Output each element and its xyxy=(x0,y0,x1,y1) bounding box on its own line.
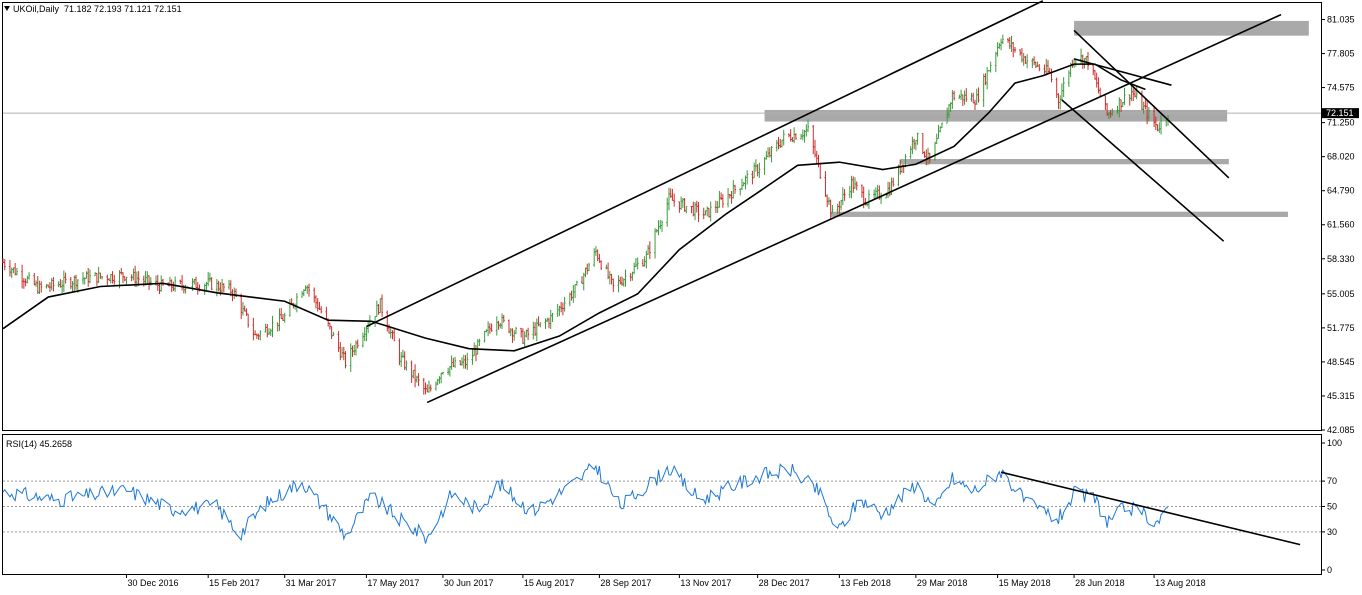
price-tick-label: 45.315 xyxy=(1327,391,1355,401)
rsi-label: RSI(14) 45.2658 xyxy=(6,439,73,449)
rsi-tick-label: 100 xyxy=(1327,438,1342,448)
time-tick-label: 17 May 2017 xyxy=(367,578,419,588)
moving-average xyxy=(2,63,1146,352)
time-tick-label: 30 Dec 2016 xyxy=(127,578,178,588)
time-tick-label: 30 Jun 2017 xyxy=(444,578,494,588)
trendline xyxy=(1061,99,1225,242)
time-tick-label: 13 Aug 2018 xyxy=(1155,578,1206,588)
rsi-line xyxy=(2,463,1301,546)
price-tick-label: 81.035 xyxy=(1327,14,1355,24)
price-tick-label: 51.775 xyxy=(1327,323,1355,333)
time-tick-label: 13 Feb 2018 xyxy=(840,578,891,588)
last-price-tag-label: 72.151 xyxy=(1326,108,1354,118)
support-resistance-zones xyxy=(764,20,1309,217)
time-axis: 30 Dec 2016 15 Feb 2017 31 Mar 2017 17 May … xyxy=(125,574,1206,588)
price-panel-frame xyxy=(2,2,1322,431)
time-tick-label: 13 Nov 2017 xyxy=(680,578,731,588)
price-tick-label: 68.020 xyxy=(1327,152,1355,162)
zone-rect xyxy=(1074,20,1309,36)
candlesticks xyxy=(2,34,1169,395)
time-tick-label: 15 May 2018 xyxy=(999,578,1051,588)
price-axis: 81.035 77.805 74.575 71.250 68.020 64.790 61.5… xyxy=(1321,14,1355,435)
trendlines[interactable] xyxy=(366,0,1282,404)
trendline xyxy=(426,13,1282,404)
time-tick-label: 15 Aug 2017 xyxy=(524,578,575,588)
rsi-tick-label: 30 xyxy=(1327,527,1337,537)
ohlc-values: 71.182 72.193 71.121 72.151 xyxy=(64,4,182,14)
rsi-series xyxy=(2,463,1169,544)
time-tick-label: 28 Jun 2018 xyxy=(1075,578,1125,588)
price-tick-label: 77.805 xyxy=(1327,49,1355,59)
zone-rect xyxy=(900,158,1229,165)
rsi-tick-label: 50 xyxy=(1327,502,1337,512)
last-price-tag: 72.151 xyxy=(1322,108,1359,119)
rsi-axis: 100 70 50 30 0 xyxy=(1321,438,1342,575)
chart-header: UKOil,Daily 71.182 72.193 71.121 72.151 xyxy=(4,4,182,14)
price-tick-label: 61.560 xyxy=(1327,220,1355,230)
price-tick-label: 58.330 xyxy=(1327,254,1355,264)
trendline xyxy=(1073,29,1230,179)
rsi-tick-label: 70 xyxy=(1327,476,1337,486)
price-tick-label: 71.250 xyxy=(1327,118,1355,128)
symbol-label: UKOil,Daily xyxy=(13,4,60,14)
time-tick-label: 28 Sep 2017 xyxy=(600,578,651,588)
time-tick-label: 28 Dec 2017 xyxy=(759,578,810,588)
zone-rect xyxy=(764,109,1228,122)
trendline xyxy=(1073,58,1172,86)
time-tick-label: 29 Mar 2018 xyxy=(917,578,968,588)
dropdown-triangle-icon[interactable] xyxy=(4,6,10,11)
price-tick-label: 55.005 xyxy=(1327,289,1355,299)
trendline xyxy=(366,0,1044,328)
price-tick-label: 64.790 xyxy=(1327,186,1355,196)
price-tick-label: 42.085 xyxy=(1327,425,1355,435)
last-price-tag-bg xyxy=(1322,108,1359,119)
moving-average-line xyxy=(2,63,1146,352)
zone-rect xyxy=(830,211,1288,217)
price-tick-label: 48.545 xyxy=(1327,357,1355,367)
time-tick-label: 15 Feb 2017 xyxy=(209,578,260,588)
rsi-tick-label: 0 xyxy=(1327,565,1332,575)
price-tick-label: 74.575 xyxy=(1327,83,1355,93)
rsi-header: RSI(14) 45.2658 xyxy=(6,439,72,449)
rsi-trendline xyxy=(1000,471,1301,546)
time-tick-label: 31 Mar 2017 xyxy=(286,578,337,588)
rsi-panel-frame xyxy=(2,434,1322,575)
